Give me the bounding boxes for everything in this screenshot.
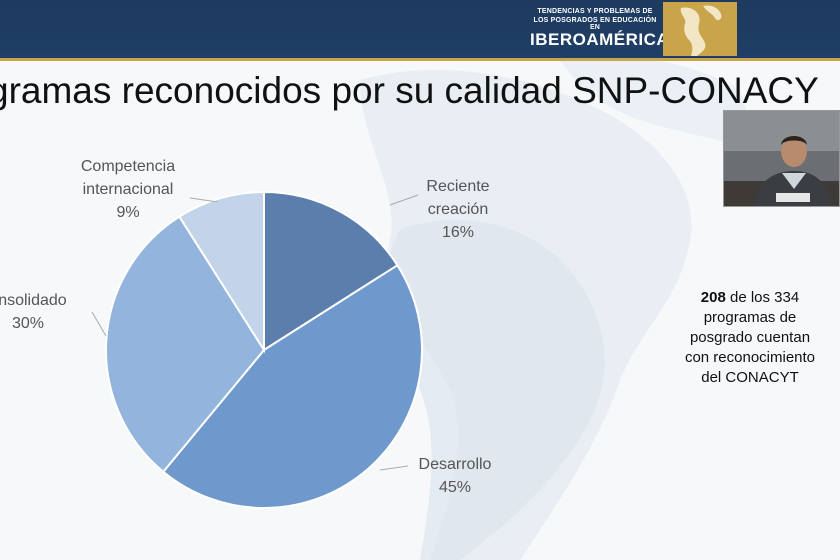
pie-slice-percent: 30% xyxy=(12,315,44,332)
speaker-video-thumbnail[interactable] xyxy=(723,110,840,207)
pie-slice-percent: 9% xyxy=(116,204,139,221)
logo-line-3: IBEROAMÉRICA xyxy=(530,30,670,49)
pie-slice xyxy=(177,190,265,354)
pie-leader-line xyxy=(389,194,419,206)
side-note-text: de los 334 programas de posgrado cuentan… xyxy=(684,289,816,386)
side-note-count: 208 xyxy=(700,289,726,306)
pie-chart: Reciente creación 16% Desarrollo 45% onsolida… xyxy=(0,158,492,509)
america-map-icon xyxy=(663,2,737,56)
pie-slice xyxy=(263,190,399,352)
speaker-video-frame xyxy=(724,111,839,206)
pie-leader-line xyxy=(91,311,107,337)
pie-slice-label: Reciente creación 16% xyxy=(426,178,489,241)
header-accent-stripe xyxy=(0,58,840,61)
pie-slice-name: Desarrollo xyxy=(419,456,492,473)
pie-slice-name: creación xyxy=(428,201,488,218)
pie-slice xyxy=(161,263,423,509)
pie-slice xyxy=(105,215,266,474)
pie-slice-label: onsolidado 30% xyxy=(0,292,67,332)
pie-slice-name: Reciente xyxy=(426,178,489,195)
pie-slice-label: Competencia internacional 9% xyxy=(81,158,175,221)
pie-leader-line xyxy=(189,197,219,203)
pie-slice-percent: 45% xyxy=(439,479,471,496)
logo-line-2: LOS POSGRADOS EN EDUCACIÓN EN xyxy=(533,17,657,31)
slide-title: gramas reconocidos por su calidad SNP-CO… xyxy=(0,70,819,111)
pie-slice-name: Competencia xyxy=(81,158,175,175)
pie-leader-line xyxy=(379,465,409,471)
side-note: 208 de los 334 programas de posgrado cue… xyxy=(680,288,820,388)
logo-line-1: TENDENCIAS Y PROBLEMAS DE xyxy=(537,8,653,15)
conference-logo: TENDENCIAS Y PROBLEMAS DE LOS POSGRADOS … xyxy=(530,2,740,56)
pie-slice-label: Desarrollo 45% xyxy=(419,456,492,496)
pie-slice-percent: 16% xyxy=(442,224,474,241)
pie-slice-name: onsolidado xyxy=(0,292,67,309)
pie-slice-name: internacional xyxy=(83,181,174,198)
